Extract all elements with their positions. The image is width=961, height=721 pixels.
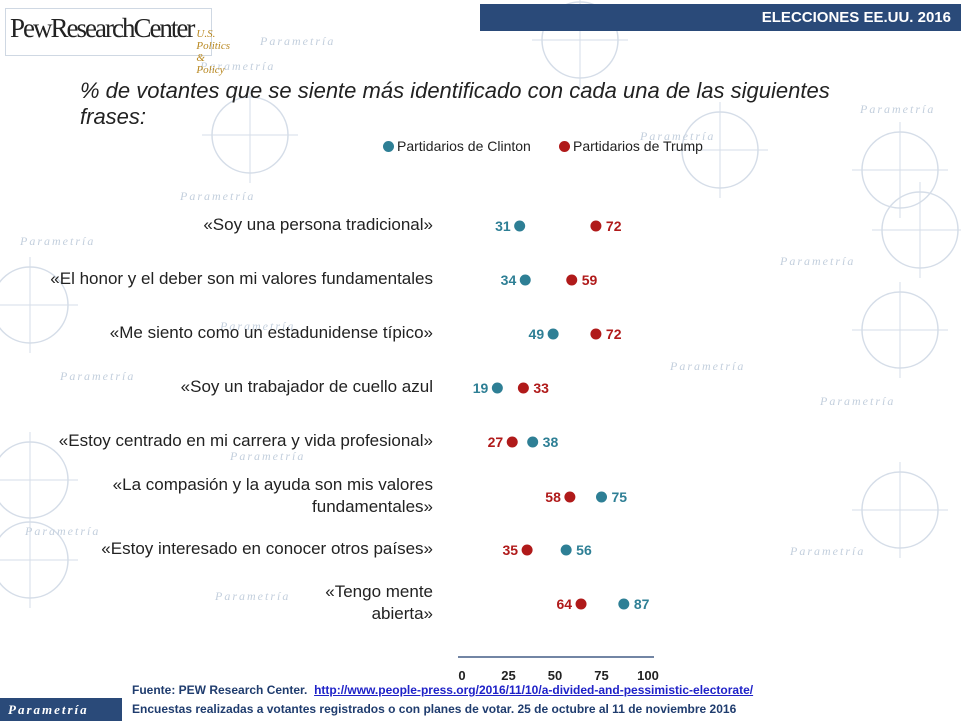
legend-trump: Partidarios de Trump (559, 138, 703, 154)
trump-value-label: 64 (556, 596, 572, 612)
trump-point (506, 436, 518, 448)
trump-value-label: 27 (488, 434, 504, 450)
row-label: «Tengo mente abierta» (20, 581, 433, 625)
x-tick-label: 0 (458, 668, 465, 683)
clinton-value-label: 19 (473, 380, 489, 396)
row-label-line: fundamentales» (312, 497, 433, 516)
clinton-point (514, 220, 526, 232)
legend-clinton-marker (383, 140, 394, 152)
clinton-value-label: 31 (495, 218, 511, 234)
row-label: «Estoy interesado en conocer otros paíse… (20, 538, 433, 560)
svg-text:Parametría: Parametría (59, 369, 135, 383)
trump-value-label: 33 (533, 380, 549, 396)
row-label-line: abierta» (371, 604, 433, 623)
row-label: «Soy una persona tradicional» (20, 214, 433, 236)
logo-sub-text: U.S. Politics & Policy (196, 28, 231, 76)
row-label: «La compasión y la ayuda son mis valores… (20, 474, 433, 518)
legend-clinton-label: Partidarios de Clinton (397, 138, 531, 154)
clinton-point (596, 491, 607, 503)
clinton-value-label: 87 (634, 596, 650, 612)
svg-text:Parametría: Parametría (19, 234, 95, 248)
trump-value-label: 72 (606, 326, 622, 342)
trump-point (564, 491, 576, 503)
legend-trump-marker (559, 140, 570, 152)
logo-main-text: PewResearchCenter (10, 13, 195, 43)
x-tick-label: 100 (637, 668, 659, 683)
svg-text:Parametría: Parametría (789, 544, 865, 558)
clinton-value-label: 38 (543, 434, 559, 450)
row-label-line: «La compasión y la ayuda son mis valores (112, 475, 433, 494)
trump-point (590, 328, 602, 340)
svg-text:Parametría: Parametría (819, 394, 895, 408)
trump-point (517, 382, 529, 394)
trump-point (566, 274, 578, 286)
svg-text:Parametría: Parametría (219, 319, 295, 333)
clinton-value-label: 75 (612, 489, 628, 505)
clinton-value-label: 49 (529, 326, 545, 342)
row-label-line: «Soy un trabajador de cuello azul (180, 377, 433, 396)
svg-text:Parametría: Parametría (639, 129, 715, 143)
row-label-line: «Tengo mente (325, 582, 433, 601)
source-line: Fuente: PEW Research Center. http://www.… (132, 683, 753, 697)
clinton-point (547, 328, 559, 340)
source-link[interactable]: http://www.people-press.org/2016/11/10/a… (314, 683, 754, 697)
row-label-line: «Soy una persona tradicional» (203, 215, 433, 234)
clinton-value-label: 34 (501, 272, 517, 288)
clinton-point (519, 274, 531, 286)
clinton-point (618, 598, 630, 610)
trump-value-label: 35 (503, 542, 519, 558)
survey-note: Encuestas realizadas a votantes registra… (132, 702, 737, 716)
parametria-brand: Parametría (0, 698, 122, 721)
svg-text:Parametría: Parametría (229, 449, 305, 463)
clinton-value-label: 56 (576, 542, 592, 558)
legend-clinton: Partidarios de Clinton (383, 138, 531, 154)
row-label: «Soy un trabajador de cuello azul (20, 376, 433, 398)
elections-banner: ELECCIONES EE.UU. 2016 (480, 4, 961, 31)
trump-value-label: 59 (582, 272, 598, 288)
chart-title: % de votantes que se siente más identifi… (80, 78, 830, 129)
row-label-line: «Estoy interesado en conocer otros paíse… (101, 539, 433, 558)
row-label-line: «Estoy centrado en mi carrera y vida pro… (58, 431, 433, 450)
x-tick-label: 25 (501, 668, 515, 683)
svg-text:Parametría: Parametría (859, 102, 935, 116)
pew-logo: PewResearchCenter U.S. Politics & Policy (5, 8, 230, 76)
svg-text:Parametría: Parametría (779, 254, 855, 268)
source-label: Fuente: PEW Research Center. (132, 683, 308, 697)
legend-trump-label: Partidarios de Trump (573, 138, 703, 154)
clinton-point (527, 436, 539, 448)
row-label: «Estoy centrado en mi carrera y vida pro… (20, 430, 433, 452)
svg-text:Parametría: Parametría (199, 59, 275, 73)
svg-text:Parametría: Parametría (259, 34, 335, 48)
x-tick-label: 50 (548, 668, 562, 683)
row-label: «Me siento como un estadunidense típico» (20, 322, 433, 344)
row-label-line: «Me siento como un estadunidense típico» (109, 323, 433, 342)
trump-point (590, 220, 602, 232)
x-tick-label: 75 (594, 668, 608, 683)
trump-value-label: 72 (606, 218, 622, 234)
svg-text:Parametría: Parametría (24, 524, 100, 538)
trump-value-label: 58 (545, 489, 561, 505)
clinton-point (491, 382, 503, 394)
svg-text:Parametría: Parametría (179, 189, 255, 203)
trump-point (575, 598, 587, 610)
clinton-point (560, 544, 572, 556)
row-label-line: «El honor y el deber son mi valores fund… (50, 269, 433, 288)
svg-text:Parametría: Parametría (669, 359, 745, 373)
trump-point (521, 544, 533, 556)
svg-text:Parametría: Parametría (214, 589, 290, 603)
row-label: «El honor y el deber son mi valores fund… (20, 268, 433, 290)
